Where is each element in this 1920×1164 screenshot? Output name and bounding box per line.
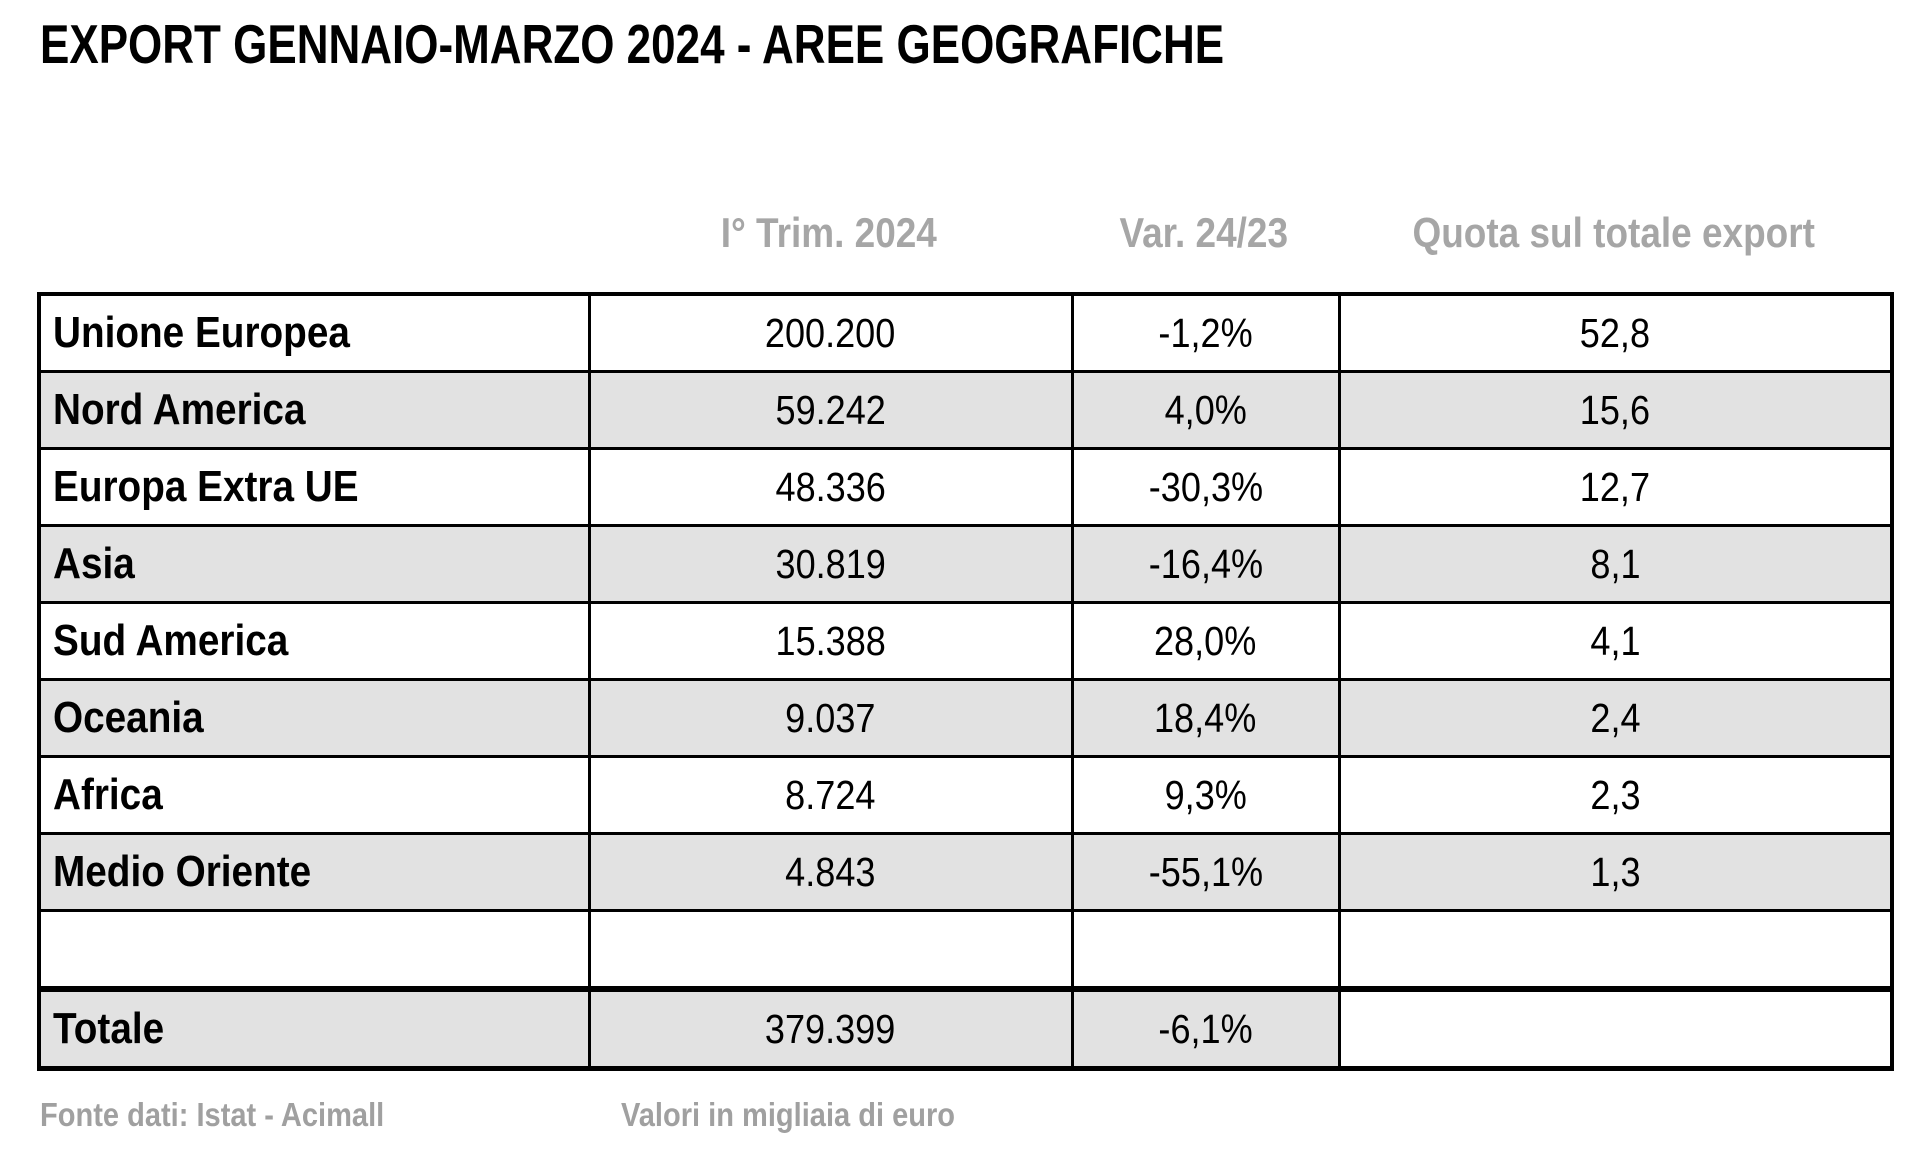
cell-area: Europa Extra UE bbox=[37, 447, 591, 527]
cell-area: Unione Europea bbox=[37, 292, 591, 373]
cell-trim: 200.200 bbox=[587, 292, 1074, 373]
table-row: Sud America 15.388 28,0% 4,1 bbox=[37, 601, 1894, 681]
table-row-total: Totale 379.399 -6,1% bbox=[37, 986, 1894, 1071]
cell-area: Nord America bbox=[37, 370, 591, 450]
cell-area: Sud America bbox=[37, 601, 591, 681]
cell-trim: 9.037 bbox=[587, 678, 1074, 758]
cell-quota: 1,3 bbox=[1337, 832, 1894, 912]
cell-quota: 52,8 bbox=[1337, 292, 1894, 373]
cell-trim: 15.388 bbox=[587, 601, 1074, 681]
cell-var-total: -6,1% bbox=[1070, 986, 1341, 1071]
cell-quota: 12,7 bbox=[1337, 447, 1894, 527]
table-row: Europa Extra UE 48.336 -30,3% 12,7 bbox=[37, 447, 1894, 527]
table-row: Medio Oriente 4.843 -55,1% 1,3 bbox=[37, 832, 1894, 912]
column-header-var: Var. 24/23 bbox=[1119, 208, 1288, 256]
cell-quota: 2,3 bbox=[1337, 755, 1894, 835]
cell-trim: 48.336 bbox=[587, 447, 1074, 527]
cell-area: Asia bbox=[37, 524, 591, 604]
table-row: Oceania 9.037 18,4% 2,4 bbox=[37, 678, 1894, 758]
cell-trim-total: 379.399 bbox=[587, 986, 1074, 1071]
cell-area: Africa bbox=[37, 755, 591, 835]
cell-trim: 8.724 bbox=[587, 755, 1074, 835]
cell-quota-total bbox=[1337, 986, 1894, 1071]
cell-quota bbox=[1337, 909, 1894, 991]
cell-var: -55,1% bbox=[1070, 832, 1341, 912]
table-row: Nord America 59.242 4,0% 15,6 bbox=[37, 370, 1894, 450]
column-header-area bbox=[37, 210, 587, 256]
table-column-headers: I° Trim. 2024 Var. 24/23 Quota sul total… bbox=[37, 188, 1890, 256]
cell-trim: 30.819 bbox=[587, 524, 1074, 604]
cell-var: 9,3% bbox=[1070, 755, 1341, 835]
cell-quota: 4,1 bbox=[1337, 601, 1894, 681]
footer-source: Fonte dati: Istat - Acimall bbox=[40, 1096, 385, 1133]
cell-var: -16,4% bbox=[1070, 524, 1341, 604]
cell-area bbox=[37, 909, 591, 991]
table-row-empty bbox=[37, 909, 1894, 991]
column-header-quota: Quota sul totale export bbox=[1412, 208, 1815, 256]
cell-quota: 15,6 bbox=[1337, 370, 1894, 450]
cell-var: 18,4% bbox=[1070, 678, 1341, 758]
cell-trim bbox=[587, 909, 1074, 991]
table-row: Unione Europea 200.200 -1,2% 52,8 bbox=[37, 292, 1894, 373]
cell-quota: 2,4 bbox=[1337, 678, 1894, 758]
page-title: EXPORT GENNAIO-MARZO 2024 - AREE GEOGRAF… bbox=[40, 13, 1225, 75]
cell-area: Medio Oriente bbox=[37, 832, 591, 912]
cell-trim: 59.242 bbox=[587, 370, 1074, 450]
table-row: Africa 8.724 9,3% 2,3 bbox=[37, 755, 1894, 835]
cell-trim: 4.843 bbox=[587, 832, 1074, 912]
cell-var: 28,0% bbox=[1070, 601, 1341, 681]
footer-note: Valori in migliaia di euro bbox=[621, 1096, 956, 1133]
cell-var: -1,2% bbox=[1070, 292, 1341, 373]
cell-area: Oceania bbox=[37, 678, 591, 758]
cell-area-total: Totale bbox=[37, 986, 591, 1071]
cell-var: 4,0% bbox=[1070, 370, 1341, 450]
cell-quota: 8,1 bbox=[1337, 524, 1894, 604]
cell-var: -30,3% bbox=[1070, 447, 1341, 527]
export-table: Unione Europea 200.200 -1,2% 52,8 Nord A… bbox=[37, 292, 1894, 1071]
table-row: Asia 30.819 -16,4% 8,1 bbox=[37, 524, 1894, 604]
cell-var bbox=[1070, 909, 1341, 991]
column-header-trim: I° Trim. 2024 bbox=[720, 208, 937, 256]
